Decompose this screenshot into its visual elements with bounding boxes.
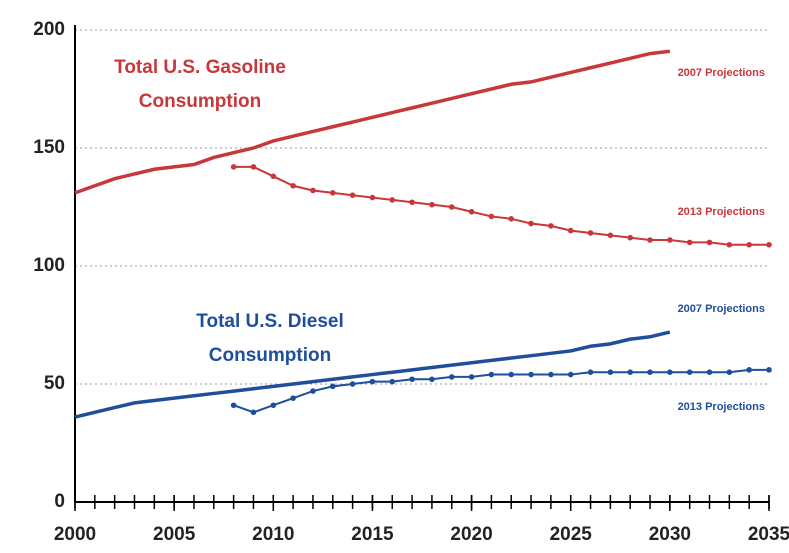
point: [528, 220, 534, 227]
point: [766, 367, 772, 373]
point: [349, 381, 356, 387]
series-label: 2013 Projections: [678, 206, 765, 218]
point: [706, 369, 713, 376]
point: [548, 223, 554, 229]
point: [726, 241, 733, 248]
series-label: 2013 Projections: [678, 401, 765, 413]
x-tick-label: 2035: [748, 524, 789, 545]
point: [488, 213, 495, 220]
point: [607, 369, 614, 376]
point: [726, 369, 733, 376]
y-tick-label: 150: [33, 137, 65, 158]
x-tick-label: 2030: [649, 524, 691, 545]
point: [468, 208, 475, 215]
point: [369, 194, 376, 201]
annotation: Total U.S. Diesel: [196, 311, 343, 332]
point: [429, 201, 435, 208]
point: [250, 164, 257, 170]
series-label: 2007 Projections: [678, 67, 765, 79]
point: [746, 367, 752, 373]
point: [409, 376, 415, 383]
series-label: 2007 Projections: [678, 303, 765, 315]
point: [349, 192, 356, 198]
point: [706, 239, 713, 246]
point: [389, 197, 396, 203]
point: [290, 395, 296, 401]
series-line: [74, 49, 671, 195]
series-line: [233, 165, 769, 246]
point: [528, 371, 534, 378]
point: [667, 369, 673, 376]
point: [270, 173, 277, 180]
point: [548, 371, 554, 378]
point: [468, 374, 475, 380]
point: [488, 371, 495, 378]
annotation: Consumption: [139, 91, 261, 112]
point: [429, 376, 435, 383]
point: [310, 388, 316, 394]
point: [310, 187, 316, 194]
y-tick-label: 0: [54, 491, 65, 512]
point: [567, 371, 574, 378]
point: [448, 204, 455, 210]
x-tick-label: 2005: [153, 524, 196, 545]
point: [607, 232, 614, 239]
point: [627, 234, 633, 241]
x-tick-label: 2025: [550, 524, 593, 545]
point: [409, 199, 415, 206]
point: [230, 402, 237, 409]
point: [647, 237, 653, 243]
point: [329, 383, 336, 390]
annotation: Total U.S. Gasoline: [114, 57, 286, 78]
x-tick-label: 2020: [450, 524, 492, 545]
point: [667, 237, 673, 243]
y-tick-label: 100: [33, 255, 65, 276]
point: [647, 369, 653, 376]
point: [389, 378, 396, 385]
series-line: [74, 330, 671, 419]
x-tick-label: 2015: [351, 524, 394, 545]
series-line: [233, 368, 769, 414]
point: [290, 182, 296, 189]
point: [766, 241, 772, 248]
point: [567, 227, 574, 234]
point: [448, 374, 455, 380]
point: [627, 369, 633, 376]
point: [686, 239, 693, 246]
x-tick-label: 2010: [252, 524, 294, 545]
point: [508, 216, 515, 222]
point: [587, 230, 594, 236]
point: [746, 241, 752, 248]
point: [508, 371, 515, 378]
y-tick-label: 200: [33, 19, 65, 40]
point: [587, 369, 594, 376]
x-tick-label: 2000: [54, 524, 96, 545]
point: [369, 378, 376, 385]
point: [230, 164, 237, 170]
y-tick-label: 50: [44, 373, 65, 394]
annotation: Consumption: [209, 345, 331, 366]
point: [250, 409, 257, 416]
point: [329, 190, 336, 196]
point: [686, 369, 693, 376]
point: [270, 402, 277, 409]
